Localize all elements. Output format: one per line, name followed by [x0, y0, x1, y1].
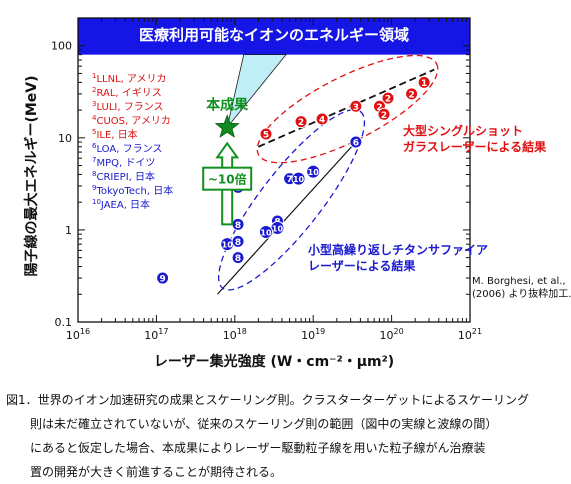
- red-data-point: 2: [377, 107, 391, 121]
- blue-data-point: 10: [258, 224, 273, 239]
- caption-line: 図1．世界のイオン加速研究の成果とスケーリング則。クラスターターゲットによるスケ…: [6, 393, 530, 407]
- red-data-point: 4: [315, 112, 329, 126]
- source-note: (2006) より抜粋加工.: [472, 287, 571, 300]
- data-marker: [315, 112, 329, 126]
- blue-data-point: 10: [220, 237, 235, 252]
- blue-data-point: 8: [231, 234, 245, 248]
- caption-line: にあると仮定した場合、本成果によりレーザー駆動粒子線を用いた粒子線がん治療装: [30, 441, 486, 455]
- data-marker: [231, 251, 245, 265]
- scaling-line-solid: [216, 141, 357, 295]
- single-shot-group-label: ガラスレーザーによる結果: [403, 139, 546, 154]
- blue-data-point: 8: [231, 251, 245, 265]
- data-point-label: 8: [235, 238, 241, 248]
- figure-caption: 図1．世界のイオン加速研究の成果とスケーリング則。クラスターターゲットによるスケ…: [6, 388, 561, 484]
- legend-entry: 4CUOS, アメリカ: [92, 114, 171, 127]
- legend-entry: 8CRIEPI, 日本: [92, 170, 155, 183]
- x-tick-label: 1018: [223, 327, 247, 342]
- data-point-label: 2: [408, 90, 414, 100]
- data-point-label: 8: [235, 254, 241, 264]
- red-data-point: 1: [417, 75, 431, 89]
- data-point-label: 7: [286, 175, 292, 185]
- data-point-label: 4: [319, 116, 325, 126]
- legend-entry: 1LLNL, アメリカ: [92, 72, 167, 85]
- data-marker: [381, 91, 395, 105]
- data-marker: [417, 75, 431, 89]
- x-tick-label: 1016: [66, 327, 90, 342]
- this-result-label: 本成果: [206, 96, 249, 113]
- high-rep-ellipse: [217, 109, 366, 291]
- data-point-label: 2: [381, 111, 387, 121]
- legend-entry: 7MPQ, ドイツ: [92, 156, 155, 169]
- data-point-label: 3: [353, 103, 359, 113]
- improvement-label: ~10倍: [208, 172, 247, 187]
- high-rep-group-label: レーザーによる結果: [308, 258, 415, 273]
- y-tick-label: 0.1: [55, 316, 73, 329]
- scaling-line-dashed: [258, 68, 435, 148]
- red-data-point: 2: [381, 91, 395, 105]
- data-marker: [377, 107, 391, 121]
- data-point-label: 9: [159, 275, 165, 285]
- y-tick-label: 1: [65, 224, 72, 237]
- data-marker: [259, 127, 273, 141]
- data-point-label: 10: [260, 228, 272, 237]
- x-tick-label: 1020: [380, 327, 404, 342]
- blue-data-point: 10: [306, 164, 321, 179]
- source-note: M. Borghesi, et al.,: [472, 276, 566, 287]
- data-point-label: 10: [308, 168, 320, 177]
- data-marker: [349, 99, 363, 113]
- y-tick-label: 10: [58, 132, 72, 145]
- data-point-label: 10: [272, 224, 284, 233]
- blue-data-point: 9: [156, 271, 170, 285]
- x-tick-label: 1017: [144, 327, 168, 342]
- projection-wedge: [226, 54, 287, 128]
- legend-entry: 2RAL, イギリス: [92, 86, 162, 99]
- data-marker: [405, 87, 419, 101]
- legend-entry: 6LOA, フランス: [92, 142, 162, 155]
- data-marker: [294, 115, 308, 129]
- medical-energy-band: [78, 18, 470, 55]
- band-label: 医療利用可能なイオンのエネルギー領域: [139, 26, 409, 44]
- data-point-label: 10: [293, 175, 305, 184]
- legend-entry: 10JAEA, 日本: [92, 198, 150, 211]
- data-marker: [156, 271, 170, 285]
- legend-entry: 5ILE, 日本: [92, 128, 138, 141]
- data-point-label: 2: [376, 103, 382, 113]
- data-marker: [349, 135, 363, 149]
- x-tick-label: 1021: [458, 327, 482, 342]
- improvement-box: [202, 166, 253, 191]
- red-data-point: 3: [349, 99, 363, 113]
- single-shot-group-label: 大型シングルショット: [403, 123, 523, 138]
- plot-frame: [77, 17, 471, 323]
- caption-line: 置の開発が大きく前進することが期待される。: [30, 465, 283, 479]
- data-marker: [306, 164, 321, 179]
- y-tick-label: 100: [51, 40, 72, 53]
- blue-data-point: 8: [231, 217, 245, 231]
- data-marker: [291, 171, 306, 186]
- x-tick-label: 1019: [301, 327, 325, 342]
- data-point-label: 1: [421, 79, 427, 89]
- data-point-label: 5: [263, 131, 269, 141]
- this-result-star: [214, 114, 240, 138]
- data-point-label: 2: [385, 95, 391, 105]
- data-marker: [231, 234, 245, 248]
- high-rep-group-label: 小型高繰り返しチタンサファイア: [308, 242, 488, 257]
- red-data-point: 5: [259, 127, 273, 141]
- blue-data-point: 10: [291, 171, 306, 186]
- data-marker: [258, 224, 273, 239]
- data-point-label: 10: [222, 241, 234, 250]
- data-point-label: 6: [353, 139, 359, 149]
- y-axis-label: 陽子線の最大エネルギー(MeV): [23, 75, 40, 276]
- legend-entry: 3LULI, フランス: [92, 100, 164, 113]
- data-point-label: 8: [235, 221, 241, 231]
- caption-line: 則は未だ確立されていないが、従来のスケーリング則の範囲（図中の実線と波線の間）: [30, 417, 498, 431]
- legend-entry: 9TokyoTech, 日本: [92, 184, 173, 197]
- red-data-point: 2: [294, 115, 308, 129]
- blue-data-point: 6: [349, 135, 363, 149]
- single-shot-ellipse: [256, 54, 439, 164]
- x-axis-label: レーザー集光強度 (W・cm⁻²・μm²): [154, 353, 394, 370]
- red-data-point: 2: [405, 87, 419, 101]
- data-point-label: 2: [298, 118, 304, 128]
